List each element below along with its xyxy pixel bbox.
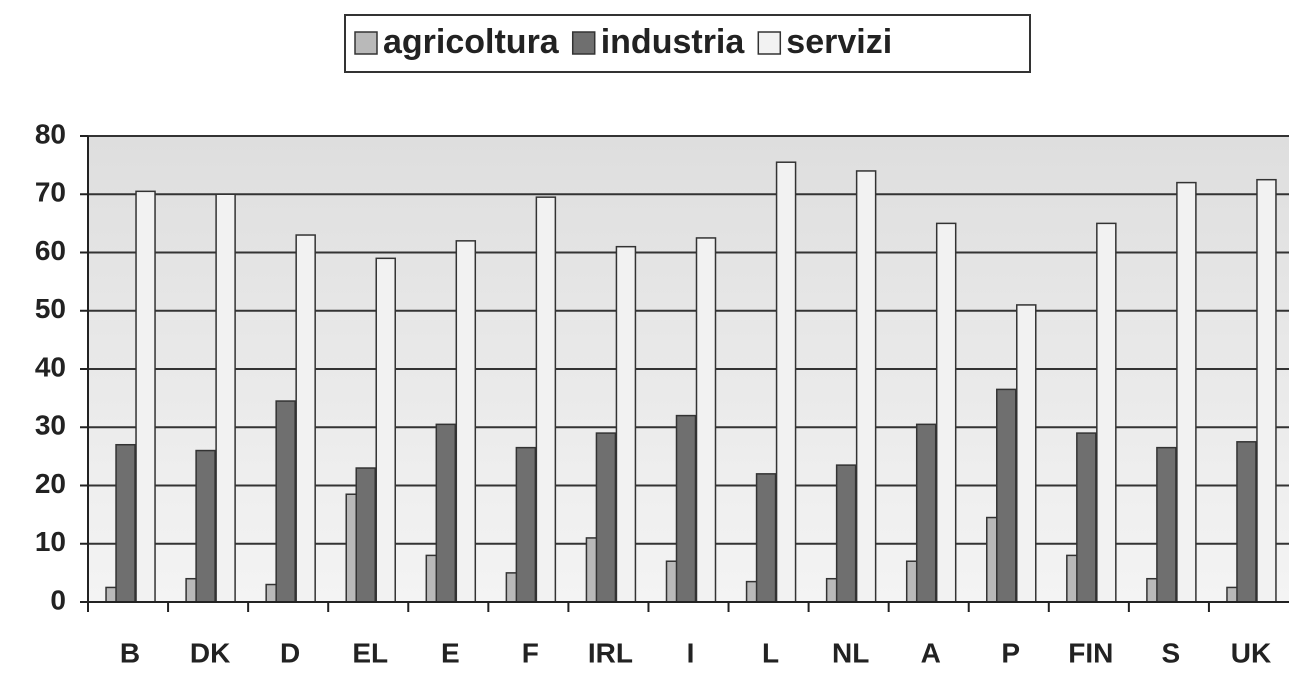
x-tick-label: UK bbox=[1231, 637, 1271, 668]
bar bbox=[195, 449, 216, 603]
bar bbox=[755, 473, 777, 603]
y-tick-label: 60 bbox=[35, 235, 66, 266]
x-tick-label: D bbox=[280, 637, 300, 668]
x-tick-label: EL bbox=[352, 637, 388, 668]
y-tick-label: 0 bbox=[50, 584, 66, 615]
bar bbox=[1256, 178, 1277, 603]
bar bbox=[375, 257, 396, 603]
legend-label: servizi bbox=[786, 23, 892, 61]
bar bbox=[435, 423, 457, 603]
bar bbox=[515, 446, 537, 603]
bar bbox=[855, 170, 877, 603]
bar bbox=[835, 464, 857, 603]
legend-swatch bbox=[354, 31, 378, 55]
x-tick-label: NL bbox=[832, 637, 869, 668]
y-tick-label: 20 bbox=[35, 468, 66, 499]
bar bbox=[1176, 181, 1197, 603]
y-tick-label: 10 bbox=[35, 526, 66, 557]
bar bbox=[595, 432, 617, 603]
bar bbox=[695, 237, 717, 603]
y-tick-label: 80 bbox=[35, 118, 66, 149]
y-tick-label: 50 bbox=[35, 293, 66, 324]
legend-box bbox=[344, 14, 1031, 73]
x-tick-label: S bbox=[1162, 637, 1181, 668]
bar bbox=[135, 190, 156, 603]
y-tick-label: 70 bbox=[35, 177, 66, 208]
y-tick-label: 40 bbox=[35, 351, 66, 382]
x-tick-label: A bbox=[921, 637, 941, 668]
bar bbox=[355, 467, 376, 603]
x-tick-label: L bbox=[762, 637, 779, 668]
legend-swatch bbox=[571, 31, 596, 55]
bar bbox=[1016, 304, 1037, 603]
bar bbox=[295, 234, 316, 603]
x-tick-label: FIN bbox=[1068, 637, 1113, 668]
bar bbox=[455, 240, 477, 603]
legend-swatch bbox=[757, 31, 782, 55]
bar bbox=[615, 245, 637, 603]
bar bbox=[1156, 446, 1177, 603]
x-tick-label: B bbox=[120, 637, 140, 668]
bar bbox=[775, 161, 797, 603]
legend-label: industria bbox=[601, 23, 746, 61]
bar bbox=[1096, 222, 1117, 603]
bar bbox=[1236, 441, 1257, 603]
y-tick-label: 30 bbox=[35, 410, 66, 441]
x-tick-label: E bbox=[441, 637, 460, 668]
bar bbox=[996, 388, 1017, 603]
bar bbox=[935, 222, 957, 603]
bar bbox=[675, 414, 697, 603]
x-tick-label: IRL bbox=[588, 637, 633, 668]
bar bbox=[915, 423, 937, 603]
x-tick-label: I bbox=[687, 637, 695, 668]
bar bbox=[115, 443, 136, 603]
x-tick-label: DK bbox=[190, 637, 230, 668]
bar bbox=[1076, 432, 1097, 603]
x-tick-label: F bbox=[522, 637, 539, 668]
bar bbox=[275, 400, 296, 603]
bar bbox=[215, 193, 236, 603]
legend-label: agricoltura bbox=[383, 23, 560, 61]
x-tick-label: P bbox=[1001, 637, 1020, 668]
bar bbox=[535, 196, 557, 603]
